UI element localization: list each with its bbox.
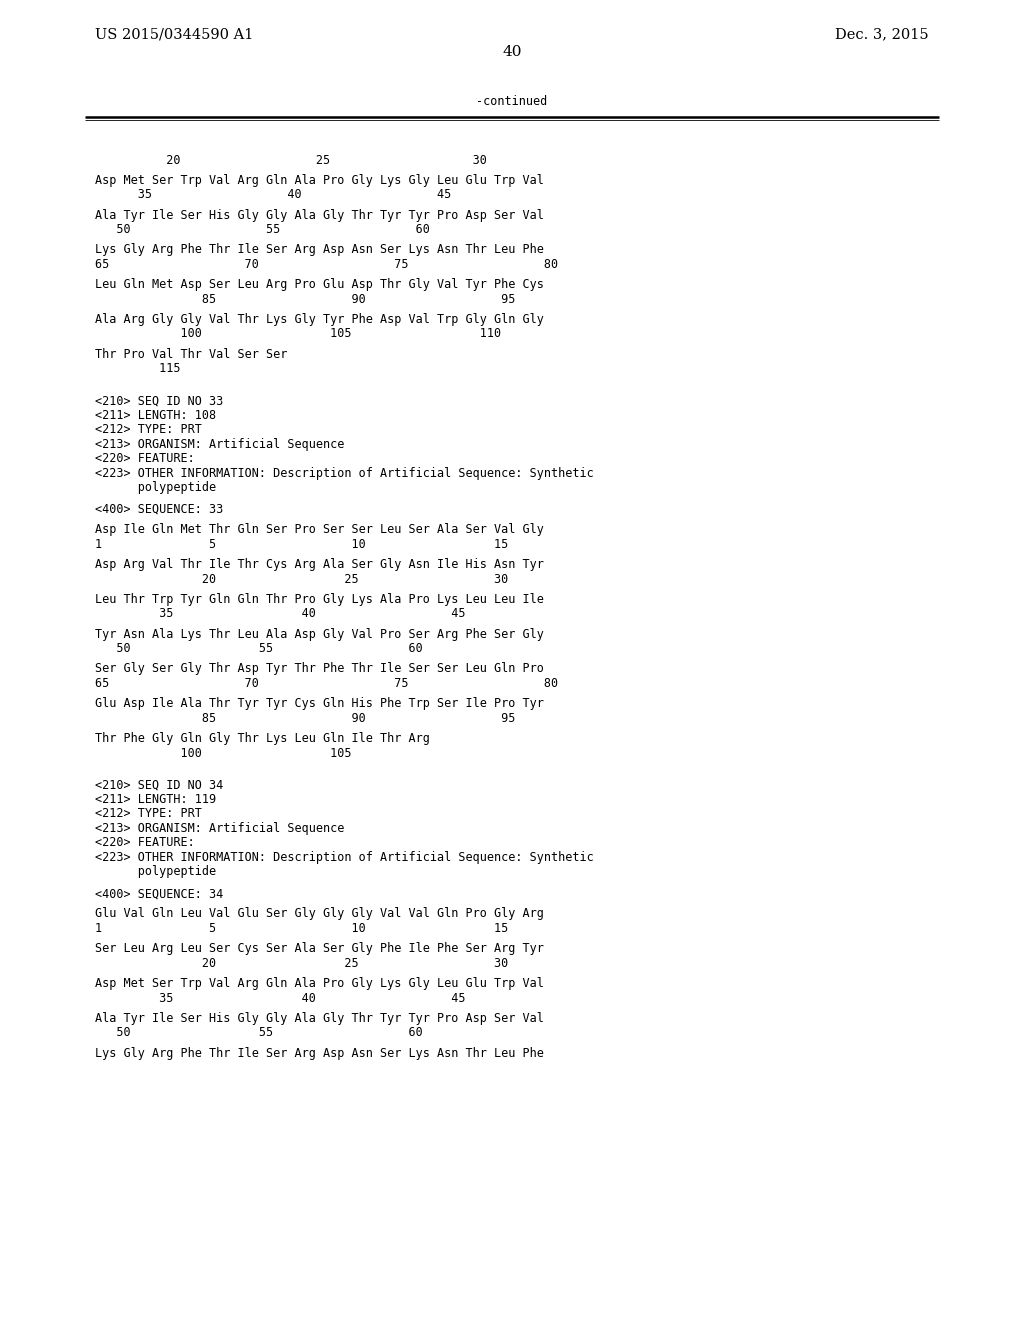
Text: <220> FEATURE:: <220> FEATURE: xyxy=(95,453,195,465)
Text: <220> FEATURE:: <220> FEATURE: xyxy=(95,837,195,850)
Text: <210> SEQ ID NO 33: <210> SEQ ID NO 33 xyxy=(95,395,223,407)
Text: 40: 40 xyxy=(502,45,522,59)
Text: 35                   40                   45: 35 40 45 xyxy=(95,189,452,201)
Text: 85                   90                   95: 85 90 95 xyxy=(95,711,515,725)
Text: Thr Pro Val Thr Val Ser Ser: Thr Pro Val Thr Val Ser Ser xyxy=(95,347,288,360)
Text: 1               5                   10                  15: 1 5 10 15 xyxy=(95,537,508,550)
Text: Lys Gly Arg Phe Thr Ile Ser Arg Asp Asn Ser Lys Asn Thr Leu Phe: Lys Gly Arg Phe Thr Ile Ser Arg Asp Asn … xyxy=(95,1047,544,1060)
Text: <212> TYPE: PRT: <212> TYPE: PRT xyxy=(95,424,202,436)
Text: 100                  105: 100 105 xyxy=(95,747,351,759)
Text: Asp Ile Gln Met Thr Gln Ser Pro Ser Ser Leu Ser Ala Ser Val Gly: Asp Ile Gln Met Thr Gln Ser Pro Ser Ser … xyxy=(95,523,544,536)
Text: 35                  40                   45: 35 40 45 xyxy=(95,607,466,620)
Text: 20                   25                    30: 20 25 30 xyxy=(95,153,486,166)
Text: <400> SEQUENCE: 34: <400> SEQUENCE: 34 xyxy=(95,887,223,900)
Text: Asp Met Ser Trp Val Arg Gln Ala Pro Gly Lys Gly Leu Glu Trp Val: Asp Met Ser Trp Val Arg Gln Ala Pro Gly … xyxy=(95,977,544,990)
Text: 85                   90                   95: 85 90 95 xyxy=(95,293,515,306)
Text: <213> ORGANISM: Artificial Sequence: <213> ORGANISM: Artificial Sequence xyxy=(95,822,344,836)
Text: Asp Met Ser Trp Val Arg Gln Ala Pro Gly Lys Gly Leu Glu Trp Val: Asp Met Ser Trp Val Arg Gln Ala Pro Gly … xyxy=(95,174,544,187)
Text: Ser Leu Arg Leu Ser Cys Ser Ala Ser Gly Phe Ile Phe Ser Arg Tyr: Ser Leu Arg Leu Ser Cys Ser Ala Ser Gly … xyxy=(95,942,544,956)
Text: 65                   70                   75                   80: 65 70 75 80 xyxy=(95,677,558,690)
Text: <211> LENGTH: 119: <211> LENGTH: 119 xyxy=(95,793,216,807)
Text: 50                  55                   60: 50 55 60 xyxy=(95,642,423,655)
Text: Asp Arg Val Thr Ile Thr Cys Arg Ala Ser Gly Asn Ile His Asn Tyr: Asp Arg Val Thr Ile Thr Cys Arg Ala Ser … xyxy=(95,558,544,572)
Text: Lys Gly Arg Phe Thr Ile Ser Arg Asp Asn Ser Lys Asn Thr Leu Phe: Lys Gly Arg Phe Thr Ile Ser Arg Asp Asn … xyxy=(95,243,544,256)
Text: <213> ORGANISM: Artificial Sequence: <213> ORGANISM: Artificial Sequence xyxy=(95,438,344,450)
Text: Ser Gly Ser Gly Thr Asp Tyr Thr Phe Thr Ile Ser Ser Leu Gln Pro: Ser Gly Ser Gly Thr Asp Tyr Thr Phe Thr … xyxy=(95,663,544,676)
Text: 115: 115 xyxy=(95,362,180,375)
Text: Thr Phe Gly Gln Gly Thr Lys Leu Gln Ile Thr Arg: Thr Phe Gly Gln Gly Thr Lys Leu Gln Ile … xyxy=(95,733,430,744)
Text: <223> OTHER INFORMATION: Description of Artificial Sequence: Synthetic: <223> OTHER INFORMATION: Description of … xyxy=(95,851,594,865)
Text: Ala Tyr Ile Ser His Gly Gly Ala Gly Thr Tyr Tyr Pro Asp Ser Val: Ala Tyr Ile Ser His Gly Gly Ala Gly Thr … xyxy=(95,1012,544,1024)
Text: 65                   70                   75                   80: 65 70 75 80 xyxy=(95,257,558,271)
Text: <210> SEQ ID NO 34: <210> SEQ ID NO 34 xyxy=(95,779,223,792)
Text: US 2015/0344590 A1: US 2015/0344590 A1 xyxy=(95,26,253,41)
Text: 20                  25                   30: 20 25 30 xyxy=(95,573,508,586)
Text: <212> TYPE: PRT: <212> TYPE: PRT xyxy=(95,808,202,821)
Text: 100                  105                  110: 100 105 110 xyxy=(95,327,501,341)
Text: polypeptide: polypeptide xyxy=(95,866,216,878)
Text: <223> OTHER INFORMATION: Description of Artificial Sequence: Synthetic: <223> OTHER INFORMATION: Description of … xyxy=(95,467,594,479)
Text: 20                  25                   30: 20 25 30 xyxy=(95,957,508,970)
Text: polypeptide: polypeptide xyxy=(95,482,216,494)
Text: <211> LENGTH: 108: <211> LENGTH: 108 xyxy=(95,409,216,421)
Text: Dec. 3, 2015: Dec. 3, 2015 xyxy=(836,26,929,41)
Text: 35                  40                   45: 35 40 45 xyxy=(95,991,466,1005)
Text: 50                   55                   60: 50 55 60 xyxy=(95,223,430,236)
Text: Glu Asp Ile Ala Thr Tyr Tyr Cys Gln His Phe Trp Ser Ile Pro Tyr: Glu Asp Ile Ala Thr Tyr Tyr Cys Gln His … xyxy=(95,697,544,710)
Text: Leu Gln Met Asp Ser Leu Arg Pro Glu Asp Thr Gly Val Tyr Phe Cys: Leu Gln Met Asp Ser Leu Arg Pro Glu Asp … xyxy=(95,279,544,292)
Text: Ala Tyr Ile Ser His Gly Gly Ala Gly Thr Tyr Tyr Pro Asp Ser Val: Ala Tyr Ile Ser His Gly Gly Ala Gly Thr … xyxy=(95,209,544,222)
Text: 1               5                   10                  15: 1 5 10 15 xyxy=(95,921,508,935)
Text: Leu Thr Trp Tyr Gln Gln Thr Pro Gly Lys Ala Pro Lys Leu Leu Ile: Leu Thr Trp Tyr Gln Gln Thr Pro Gly Lys … xyxy=(95,593,544,606)
Text: -continued: -continued xyxy=(476,95,548,108)
Text: Tyr Asn Ala Lys Thr Leu Ala Asp Gly Val Pro Ser Arg Phe Ser Gly: Tyr Asn Ala Lys Thr Leu Ala Asp Gly Val … xyxy=(95,627,544,640)
Text: Glu Val Gln Leu Val Glu Ser Gly Gly Gly Val Val Gln Pro Gly Arg: Glu Val Gln Leu Val Glu Ser Gly Gly Gly … xyxy=(95,907,544,920)
Text: <400> SEQUENCE: 33: <400> SEQUENCE: 33 xyxy=(95,503,223,516)
Text: Ala Arg Gly Gly Val Thr Lys Gly Tyr Phe Asp Val Trp Gly Gln Gly: Ala Arg Gly Gly Val Thr Lys Gly Tyr Phe … xyxy=(95,313,544,326)
Text: 50                  55                   60: 50 55 60 xyxy=(95,1027,423,1039)
